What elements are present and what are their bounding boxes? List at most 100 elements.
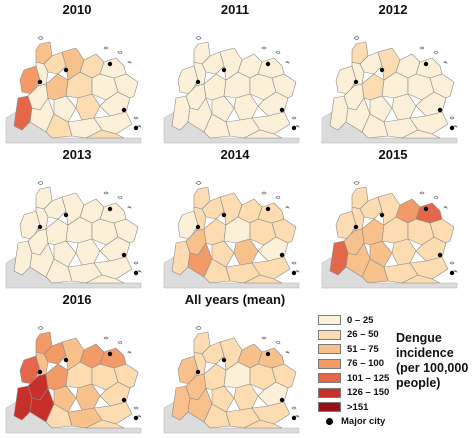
map-panel: 2015 — [321, 147, 458, 289]
islet — [137, 125, 142, 128]
major-city-marker — [279, 107, 285, 113]
legend-item-city: Major city — [318, 416, 385, 428]
district-region — [257, 202, 285, 224]
map-panel: 2016 — [5, 292, 142, 434]
islet — [117, 340, 123, 345]
panel-title: 2014 — [221, 147, 251, 162]
district-region — [401, 129, 441, 139]
major-city-marker — [279, 397, 285, 403]
panel-title: 2012 — [379, 2, 408, 17]
legend-title: Dengue incidence (per 100,000 people) — [396, 331, 469, 390]
islet — [127, 351, 132, 354]
legend-item: 126 – 150 — [318, 387, 389, 399]
major-city-marker — [107, 61, 113, 67]
panel-title: 2010 — [63, 2, 92, 17]
map-panel: 2010 — [5, 2, 142, 144]
district-region — [243, 274, 283, 284]
major-city-marker — [221, 357, 227, 363]
islet — [419, 46, 425, 50]
islet — [285, 61, 290, 64]
major-city-marker — [107, 351, 113, 357]
major-city-marker — [133, 415, 139, 421]
district-region — [233, 93, 259, 121]
district-region — [99, 347, 127, 369]
major-city-marker — [449, 270, 455, 276]
district-region — [415, 202, 443, 224]
district-region — [243, 129, 283, 139]
major-city-marker — [121, 252, 127, 258]
district-region — [99, 202, 127, 224]
major-city-marker — [37, 79, 43, 85]
major-city-marker — [265, 206, 271, 212]
major-city-marker — [195, 79, 201, 85]
islet — [195, 36, 202, 40]
major-city-marker — [195, 224, 201, 230]
panel-title: 2011 — [221, 2, 249, 17]
map-panel: 2013 — [5, 147, 142, 289]
city-dot-icon — [326, 418, 333, 425]
legend-swatch — [318, 329, 341, 340]
islet — [37, 181, 44, 185]
major-city-marker — [133, 270, 139, 276]
district-region — [45, 218, 69, 246]
legend-label: >151 — [347, 401, 369, 413]
district-region — [99, 57, 127, 79]
major-city-marker — [121, 107, 127, 113]
legend-label: 51 – 75 — [347, 343, 379, 355]
legend-item: 101 – 125 — [318, 372, 389, 384]
legend-swatch — [318, 315, 341, 325]
map-body — [5, 36, 142, 144]
panel-title: 2013 — [63, 147, 92, 162]
islet — [433, 195, 439, 200]
islet — [449, 116, 455, 120]
islet — [275, 340, 281, 345]
islet — [443, 206, 448, 209]
islet — [353, 36, 360, 40]
major-city-marker — [265, 61, 271, 67]
islet — [275, 50, 281, 55]
legend-swatch — [318, 373, 341, 383]
islet — [37, 36, 44, 40]
islet — [133, 261, 139, 265]
legend: 0 – 25 26 – 50 51 – 75 76 – 100 101 – 125 126… — [318, 312, 474, 432]
islet — [133, 116, 139, 120]
legend-item: 0 – 25 — [318, 314, 373, 326]
district-region — [203, 73, 227, 101]
islet — [261, 336, 267, 340]
islet — [137, 415, 142, 418]
district-region — [233, 383, 259, 411]
district-region — [243, 419, 283, 429]
map-body — [321, 181, 458, 289]
district-region — [211, 240, 235, 268]
district-region — [75, 383, 101, 411]
district-region — [85, 274, 125, 284]
major-city-marker — [221, 67, 227, 73]
major-city-marker — [37, 224, 43, 230]
district-region — [361, 73, 385, 101]
district-region — [257, 347, 285, 369]
district-region — [361, 218, 385, 246]
islet — [103, 46, 109, 50]
islet — [285, 351, 290, 354]
major-city-marker — [353, 224, 359, 230]
major-city-marker — [353, 79, 359, 85]
district-region — [75, 238, 101, 266]
legend-swatch — [318, 344, 341, 354]
district-region — [401, 274, 441, 284]
islet — [133, 406, 139, 410]
district-region — [391, 238, 417, 266]
islet — [275, 195, 281, 200]
map-panel: 2014 — [163, 147, 300, 289]
major-city-marker — [221, 212, 227, 218]
major-city-marker — [279, 252, 285, 258]
major-city-marker — [195, 369, 201, 375]
district-region — [85, 419, 125, 429]
islet — [353, 181, 360, 185]
major-city-marker — [379, 212, 385, 218]
major-city-marker — [37, 369, 43, 375]
major-city-marker — [265, 351, 271, 357]
major-city-marker — [291, 270, 297, 276]
islet — [449, 261, 455, 265]
major-city-marker — [63, 212, 69, 218]
major-city-marker — [107, 206, 113, 212]
